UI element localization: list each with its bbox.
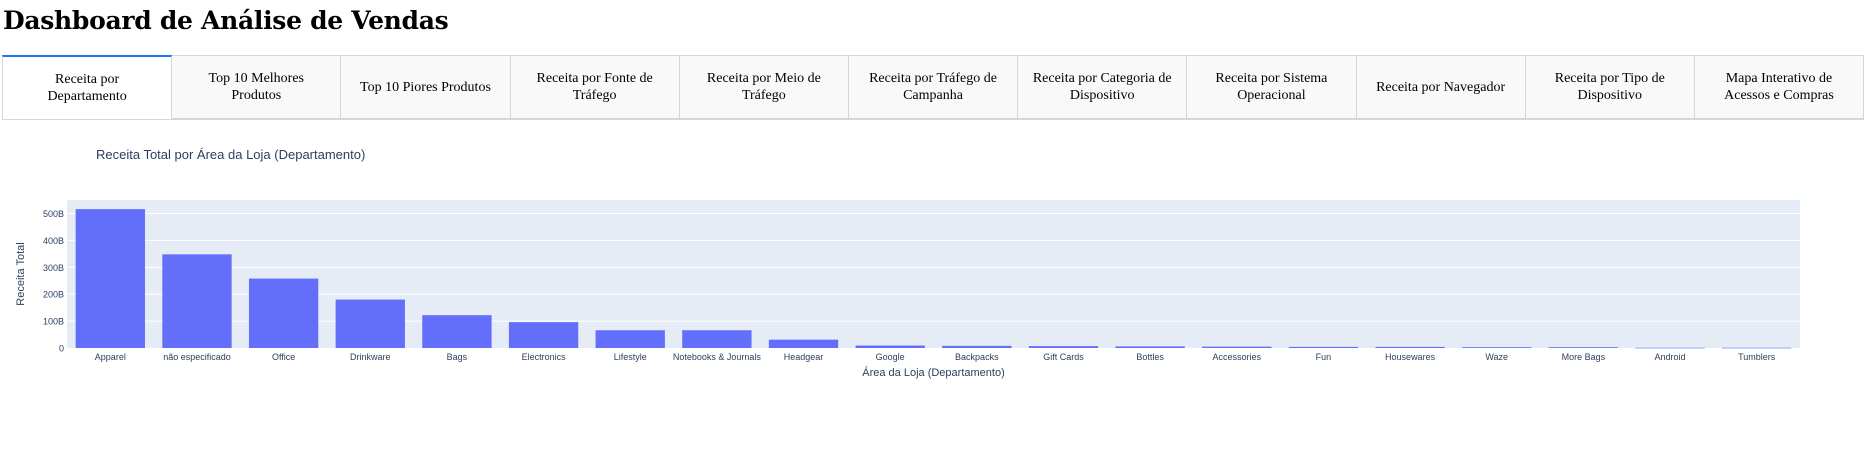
- chart-title: Receita Total por Área da Loja (Departam…: [96, 147, 365, 162]
- bar-accessories[interactable]: [1202, 346, 1272, 348]
- y-tick-label: 200B: [43, 290, 64, 300]
- page-title: Dashboard de Análise de Vendas: [3, 6, 449, 35]
- tab-receita-por-tipo-de-dispositivo[interactable]: Receita por Tipo de Dispositivo: [1525, 55, 1695, 119]
- x-tick-label: Drinkware: [350, 352, 391, 362]
- tab-receita-por-categoria-de-dispositivo[interactable]: Receita por Categoria de Dispositivo: [1018, 55, 1188, 119]
- tab-receita-por-departamento[interactable]: Receita por Departamento: [2, 55, 173, 119]
- tab-receita-por-meio-de-trafego[interactable]: Receita por Meio de Tráfego: [679, 55, 849, 119]
- bar-headgear[interactable]: [768, 339, 839, 348]
- x-tick-label: Android: [1655, 352, 1686, 362]
- x-tick-label: Bags: [447, 352, 468, 362]
- bar-notebooks-journals[interactable]: [682, 330, 752, 348]
- bar-tumblers[interactable]: [1722, 347, 1792, 349]
- y-tick-label: 500B: [43, 209, 64, 219]
- bar-bags[interactable]: [422, 315, 492, 348]
- bar-gift-cards[interactable]: [1028, 346, 1099, 348]
- tab-receita-por-navegador[interactable]: Receita por Navegador: [1356, 55, 1526, 119]
- x-tick-label: Gift Cards: [1043, 352, 1084, 362]
- x-axis-label: Área da Loja (Departamento): [862, 366, 1004, 379]
- x-tick-label: Electronics: [522, 352, 567, 362]
- y-tick-label: 0: [59, 344, 64, 354]
- bar-fun[interactable]: [1288, 346, 1359, 348]
- tab-top-10-piores-produtos[interactable]: Top 10 Piores Produtos: [341, 55, 511, 119]
- x-tick-label: não especificado: [163, 352, 231, 362]
- bar-more-bags[interactable]: [1548, 347, 1619, 348]
- bar-lifestyle[interactable]: [595, 330, 665, 348]
- bar-n-o-especificado[interactable]: [162, 254, 232, 348]
- bar-housewares[interactable]: [1375, 346, 1445, 348]
- tab-top-10-melhores-produtos[interactable]: Top 10 Melhores Produtos: [172, 55, 342, 119]
- y-tick-label: 400B: [43, 236, 64, 246]
- bar-office[interactable]: [248, 278, 319, 348]
- tab-receita-por-sistema-operacional[interactable]: Receita por Sistema Operacional: [1187, 55, 1357, 119]
- y-tick-label: 300B: [43, 263, 64, 273]
- bar-android[interactable]: [1635, 347, 1705, 349]
- x-tick-label: Housewares: [1385, 352, 1436, 362]
- plot-background: [67, 200, 1800, 348]
- x-tick-label: Lifestyle: [614, 352, 647, 362]
- y-axis-label: Receita Total: [15, 242, 27, 305]
- x-tick-label: Waze: [1485, 352, 1508, 362]
- bar-apparel[interactable]: [75, 209, 145, 348]
- x-tick-label: Fun: [1316, 352, 1332, 362]
- revenue-bar-chart: Receita Total por Área da Loja (Departam…: [15, 147, 1800, 379]
- x-tick-label: Apparel: [95, 352, 126, 362]
- bar-google[interactable]: [855, 345, 925, 348]
- x-tick-label: Google: [876, 352, 905, 362]
- tab-receita-por-trafego-de-campanha[interactable]: Receita por Tráfego de Campanha: [848, 55, 1019, 119]
- x-tick-label: Accessories: [1213, 352, 1262, 362]
- x-tick-label: Headgear: [784, 352, 824, 362]
- bar-backpacks[interactable]: [942, 345, 1012, 348]
- x-tick-label: Tumblers: [1738, 352, 1776, 362]
- x-tick-label: Backpacks: [955, 352, 999, 362]
- bar-bottles[interactable]: [1115, 346, 1185, 348]
- tab-bar: Receita por Departamento Top 10 Melhores…: [2, 55, 1865, 120]
- tab-mapa-interativo[interactable]: Mapa Interativo de Acessos e Compras: [1694, 55, 1865, 119]
- x-tick-label: More Bags: [1562, 352, 1606, 362]
- x-tick-label: Notebooks & Journals: [673, 352, 762, 362]
- bar-electronics[interactable]: [508, 322, 579, 348]
- y-tick-label: 100B: [43, 317, 64, 327]
- tab-receita-por-fonte-de-trafego[interactable]: Receita por Fonte de Tráfego: [510, 55, 680, 119]
- x-tick-label: Bottles: [1136, 352, 1164, 362]
- bar-drinkware[interactable]: [335, 299, 405, 348]
- bar-waze[interactable]: [1462, 347, 1532, 348]
- x-tick-label: Office: [272, 352, 295, 362]
